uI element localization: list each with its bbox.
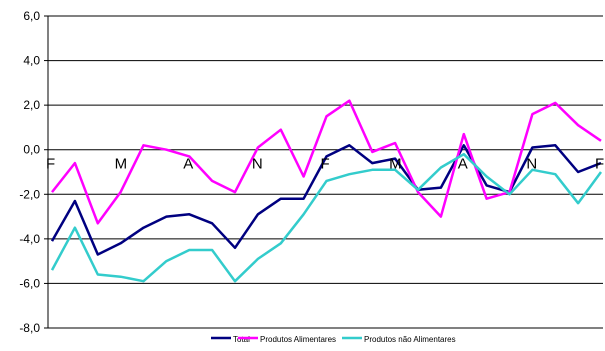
legend: Total Produtos Alimentares Produtos não Al… bbox=[211, 335, 456, 344]
axes: 6,0 4,0 2,0 0,0 -2,0 -4,0 -6,0 -8,0 bbox=[19, 9, 49, 335]
month-label: F bbox=[595, 156, 604, 173]
month-label: N bbox=[252, 156, 263, 173]
month-label: F bbox=[46, 156, 55, 173]
y-tick-label: 2,0 bbox=[23, 98, 40, 112]
month-label: M bbox=[389, 156, 402, 173]
series-lines bbox=[50, 99, 603, 283]
month-label: F bbox=[321, 156, 330, 173]
y-tick-label: -4,0 bbox=[19, 232, 40, 246]
series-line-1 bbox=[51, 99, 602, 225]
y-tick-label: 6,0 bbox=[23, 9, 40, 23]
y-tick-label: -2,0 bbox=[19, 187, 40, 201]
y-tick-label: -6,0 bbox=[19, 276, 40, 290]
y-tick-label: 0,0 bbox=[23, 143, 40, 157]
month-label: A bbox=[183, 156, 193, 173]
legend-label: Produtos Alimentares bbox=[260, 335, 336, 344]
legend-label: Total bbox=[233, 335, 250, 344]
y-tick-label: -8,0 bbox=[19, 321, 40, 335]
legend-label: Produtos não Alimentares bbox=[364, 335, 456, 344]
month-label: M bbox=[115, 156, 128, 173]
month-label: N bbox=[526, 156, 537, 173]
month-label: A bbox=[458, 156, 468, 173]
series-line-2 bbox=[50, 152, 603, 283]
y-tick-label: 4,0 bbox=[23, 54, 40, 68]
